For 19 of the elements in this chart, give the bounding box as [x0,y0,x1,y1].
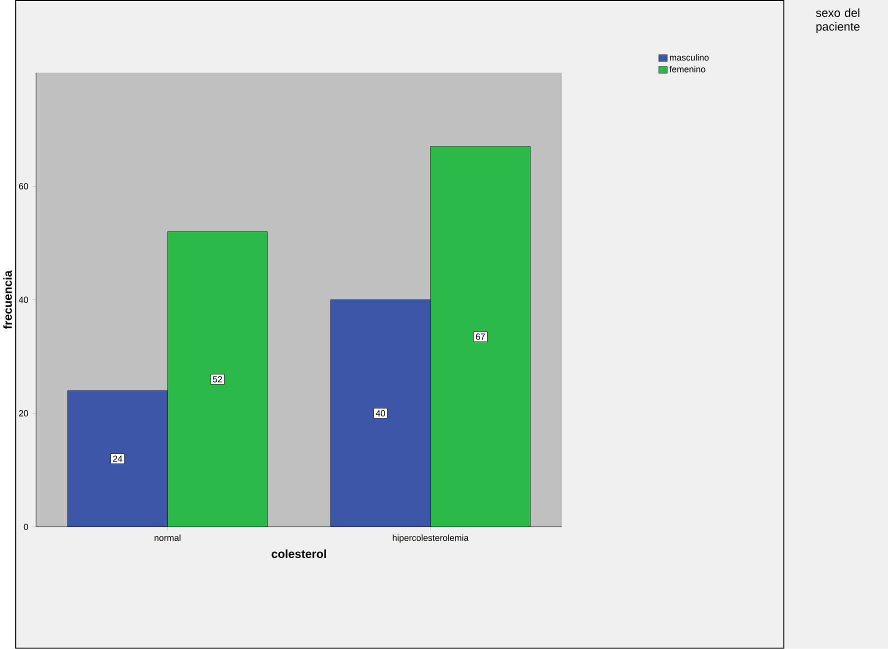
x-tick-label: hipercolesterolemia [392,534,469,543]
legend-title: sexo del paciente [816,8,860,34]
x-axis-title: colesterol [272,550,326,558]
y-tick-label: 40 [18,296,28,304]
x-tick-label: normal [154,534,180,542]
y-tick-label: 20 [19,410,28,417]
bar [168,232,268,527]
data-label: 67 [476,334,485,340]
bar [430,146,531,527]
legend-label: femenino [670,66,706,73]
data-label: 40 [376,410,386,417]
data-label: 24 [113,456,122,462]
bar [330,300,431,527]
y-axis-title: frecuencia [3,270,12,330]
legend-label: masculino [670,54,709,61]
bar [68,390,168,527]
y-tick-label: 60 [19,183,28,190]
data-label: 52 [212,376,222,383]
y-tick-label: 0 [24,524,28,530]
